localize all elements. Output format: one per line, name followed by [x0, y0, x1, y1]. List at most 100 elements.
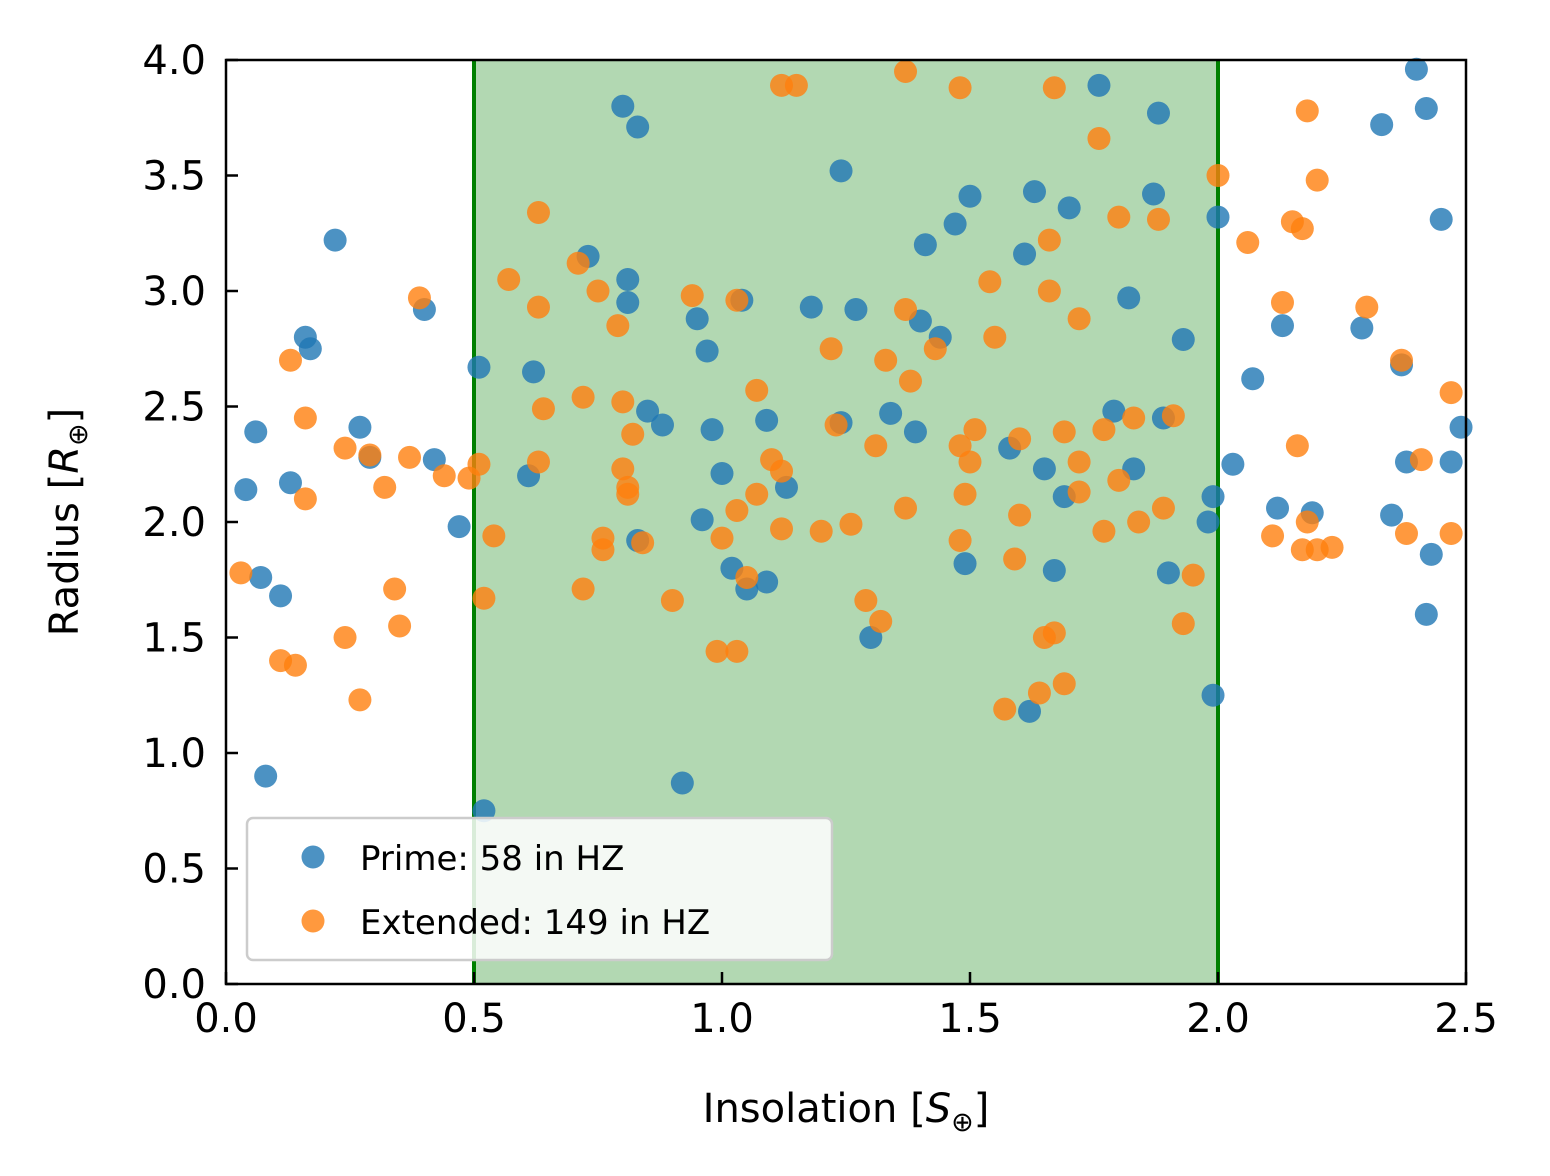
data-point: [447, 515, 471, 539]
data-point: [1394, 522, 1418, 546]
y-tick-label: 4.0: [142, 38, 206, 84]
data-point: [611, 457, 635, 481]
data-point: [894, 297, 918, 321]
data-point: [650, 413, 674, 437]
data-point: [472, 799, 496, 823]
data-point: [467, 452, 491, 476]
data-point: [943, 212, 967, 236]
x-tick-label: 2.0: [1186, 996, 1250, 1042]
data-point: [700, 418, 724, 442]
data-point: [482, 524, 506, 548]
data-point: [705, 639, 729, 663]
data-point: [432, 464, 456, 488]
data-point: [903, 420, 927, 444]
y-tick-label: 1.0: [142, 731, 206, 777]
y-tick-label: 2.0: [142, 500, 206, 546]
legend-label-prime: Prime: 58 in HZ: [360, 839, 624, 879]
data-point: [333, 626, 357, 649]
data-point: [1146, 207, 1170, 231]
data-point: [531, 397, 555, 421]
data-point: [1107, 205, 1131, 229]
data-point: [1027, 681, 1051, 705]
data-point: [571, 577, 595, 601]
data-point: [1037, 228, 1061, 252]
data-point: [1067, 307, 1091, 331]
data-point: [913, 233, 937, 257]
data-point: [631, 531, 655, 555]
data-point: [958, 184, 982, 208]
data-point: [1241, 367, 1265, 391]
data-point: [879, 401, 903, 425]
data-point: [660, 589, 684, 613]
data-point: [993, 697, 1017, 721]
data-point: [373, 475, 397, 499]
data-point: [1414, 97, 1438, 121]
data-point: [234, 478, 258, 502]
x-tick-label: 1.5: [938, 996, 1002, 1042]
y-tick-label: 3.5: [142, 154, 206, 200]
data-point: [809, 519, 833, 543]
data-point: [1032, 457, 1056, 481]
data-point: [1022, 180, 1046, 204]
data-point: [283, 653, 307, 677]
data-point: [269, 584, 293, 608]
data-point: [710, 526, 734, 550]
data-point: [953, 552, 977, 576]
data-point: [606, 314, 630, 338]
data-point: [586, 279, 610, 303]
data-point: [670, 771, 694, 795]
data-point: [1439, 522, 1463, 546]
data-point: [784, 73, 808, 97]
data-point: [497, 267, 521, 291]
data-point: [874, 348, 898, 372]
data-point: [398, 445, 422, 469]
y-tick-label: 1.5: [142, 616, 206, 662]
data-point: [1092, 519, 1116, 543]
data-point: [472, 586, 496, 610]
data-point: [1042, 76, 1066, 100]
data-point: [1221, 452, 1245, 476]
series-extended: [229, 60, 1463, 721]
x-tick-label: 0.0: [194, 996, 258, 1042]
data-point: [1285, 434, 1309, 458]
data-point: [616, 267, 640, 291]
data-point: [1320, 535, 1344, 559]
data-point: [948, 528, 972, 552]
data-point: [1409, 448, 1433, 472]
data-point: [725, 498, 749, 522]
data-point: [1127, 510, 1151, 534]
data-point: [770, 459, 794, 483]
data-point: [1290, 217, 1314, 241]
data-point: [1102, 399, 1126, 423]
data-point: [948, 76, 972, 100]
data-point: [1355, 295, 1379, 319]
data-point: [958, 450, 982, 474]
data-point: [799, 295, 823, 319]
data-points: [229, 57, 1473, 823]
data-point: [1429, 207, 1453, 231]
data-point: [829, 159, 853, 183]
data-point: [1018, 699, 1042, 723]
data-point: [745, 378, 769, 402]
y-axis-label: Radius [R⊕]: [42, 408, 94, 636]
x-tick-label: 2.5: [1434, 996, 1498, 1042]
data-point: [854, 589, 878, 613]
legend-box: [245, 816, 834, 962]
data-point: [735, 565, 759, 589]
data-point: [348, 688, 372, 712]
data-point: [864, 434, 888, 458]
data-point: [1087, 73, 1111, 97]
data-point: [898, 369, 922, 393]
data-point: [1419, 542, 1443, 566]
data-point: [358, 443, 382, 467]
data-point: [1201, 485, 1225, 509]
legend-marker-prime: [301, 845, 325, 869]
data-point: [1305, 168, 1329, 192]
data-point: [293, 487, 317, 511]
data-point: [611, 94, 635, 118]
data-point: [1261, 524, 1285, 548]
data-point: [323, 228, 347, 252]
data-point: [1196, 510, 1220, 534]
data-point: [869, 609, 893, 633]
